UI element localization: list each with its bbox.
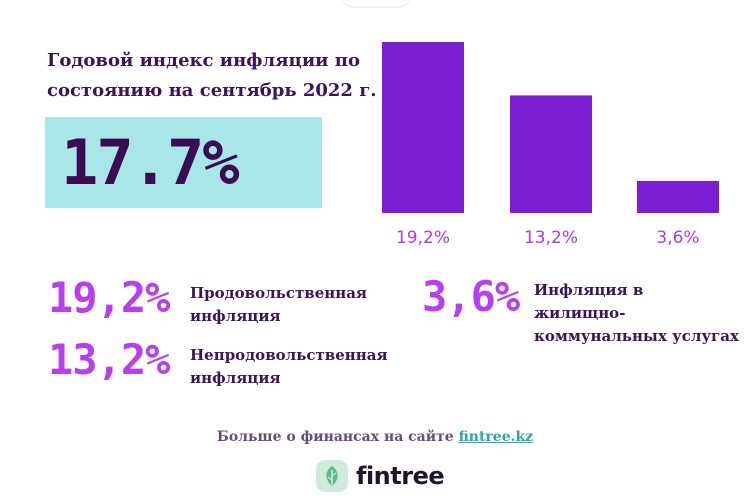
- bar-chart: 19,2% 13,2% 3,6%: [382, 42, 719, 248]
- stat-label-utilities: Инфляция в жилищно-коммунальных услугах: [534, 281, 739, 345]
- bar-data-label-1: 13,2%: [524, 228, 578, 248]
- fintree-link[interactable]: fintree.kz: [458, 429, 534, 445]
- leaf-icon: [316, 460, 348, 492]
- stat-value-food: 19,2%: [48, 273, 170, 322]
- bar-1: [510, 95, 592, 213]
- bar-2: [637, 180, 719, 213]
- fintree-logo[interactable]: fintree: [316, 458, 445, 494]
- hero-inflation-value: 17.7%: [61, 126, 240, 199]
- footer-caption: Больше о финансах на сайте: [216, 429, 454, 445]
- stat-label-food: Продовольственная инфляция: [190, 284, 367, 325]
- footer-text: Больше о финансах на сайте fintree.kz: [0, 429, 750, 445]
- stat-value-utilities: 3,6%: [422, 272, 520, 321]
- stat-value-nonfood: 13,2%: [48, 335, 170, 384]
- bar-0: [382, 42, 464, 213]
- bar-data-label-0: 19,2%: [396, 228, 450, 248]
- bar-data-label-2: 3,6%: [656, 228, 699, 248]
- top-decoration: [340, 0, 412, 8]
- hero-highlight-box: 17.7%: [45, 117, 322, 208]
- page-title: Годовой индекс инфляции по состоянию на …: [47, 50, 377, 101]
- stat-label-nonfood: Непродовольственная инфляция: [190, 346, 388, 387]
- logo-wordmark: fintree: [356, 462, 445, 490]
